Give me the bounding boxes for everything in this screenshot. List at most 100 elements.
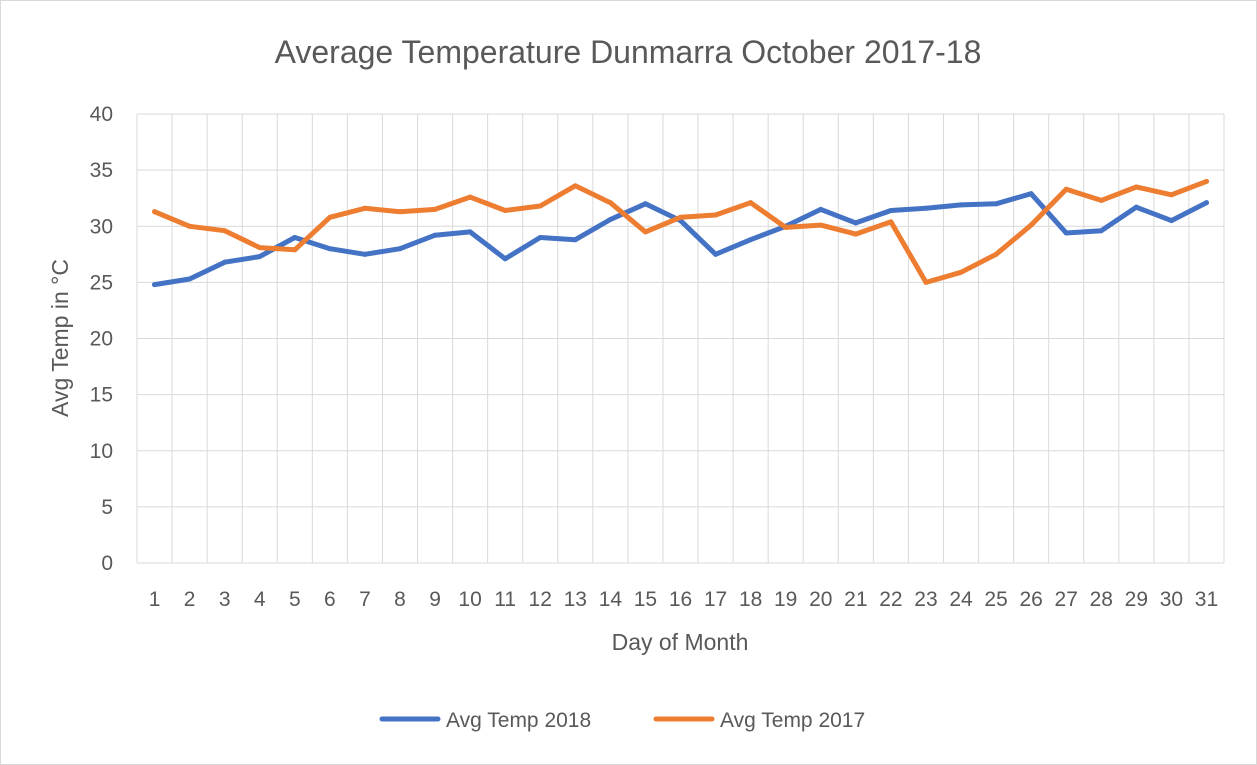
data-point — [958, 269, 964, 275]
data-point — [292, 234, 298, 240]
data-point — [607, 200, 613, 206]
data-point — [1063, 230, 1069, 236]
gridlines — [136, 113, 1225, 564]
data-point — [993, 201, 999, 207]
x-tick-label: 14 — [599, 588, 623, 611]
data-point — [432, 206, 438, 212]
data-point — [397, 246, 403, 252]
data-point — [923, 279, 929, 285]
data-point — [502, 256, 508, 262]
y-tick-label: 5 — [101, 496, 113, 519]
data-point — [502, 208, 508, 214]
data-point — [888, 219, 894, 225]
x-tick-label: 24 — [949, 588, 973, 611]
x-tick-label: 27 — [1055, 588, 1078, 611]
y-tick-label: 15 — [90, 384, 113, 407]
data-point — [327, 246, 333, 252]
x-tick-label: 25 — [984, 588, 1007, 611]
x-axis-ticks: 1 2 3 4 5 6 7 8 9 10 11 12 13 14 15 16 17 18 19 20 21 22 23 24 2… — [149, 588, 1218, 611]
data-point — [993, 251, 999, 257]
data-point — [537, 203, 543, 209]
data-point — [187, 276, 193, 282]
data-point — [1098, 228, 1104, 234]
data-point — [467, 229, 473, 235]
data-point — [257, 254, 263, 260]
data-point — [783, 224, 789, 230]
data-point — [818, 222, 824, 228]
data-point — [187, 223, 193, 229]
data-point — [152, 209, 158, 215]
data-point — [1098, 197, 1104, 203]
x-tick-label: 21 — [844, 588, 867, 611]
data-point — [958, 202, 964, 208]
x-tick-label: 11 — [494, 588, 516, 611]
data-point — [678, 214, 683, 220]
x-tick-label: 22 — [879, 588, 902, 611]
x-tick-label: 7 — [359, 588, 371, 611]
data-point — [1203, 178, 1209, 184]
data-point — [853, 220, 859, 226]
data-point — [222, 228, 228, 234]
legend: Avg Temp 2018 Avg Temp 2017 — [379, 709, 865, 732]
data-point — [1168, 218, 1174, 224]
x-tick-label: 28 — [1090, 588, 1113, 611]
x-tick-label: 20 — [809, 588, 832, 611]
data-point — [748, 237, 754, 243]
x-tick-label: 31 — [1195, 588, 1218, 611]
data-point — [397, 209, 403, 215]
x-tick-label: 8 — [394, 588, 406, 611]
data-point — [1133, 184, 1139, 190]
data-point — [888, 208, 894, 214]
x-tick-label: 2 — [184, 588, 196, 611]
data-point — [572, 237, 578, 243]
x-tick-label: 26 — [1019, 588, 1042, 611]
data-point — [257, 245, 263, 251]
x-tick-label: 18 — [739, 588, 762, 611]
x-tick-label: 15 — [634, 588, 657, 611]
data-point — [1063, 186, 1069, 192]
data-point — [713, 212, 719, 218]
x-tick-label: 4 — [254, 588, 266, 611]
data-point — [1133, 204, 1139, 210]
data-point — [572, 183, 578, 189]
y-tick-label: 20 — [90, 328, 113, 351]
data-point — [327, 214, 333, 220]
data-point — [642, 201, 648, 207]
x-tick-label: 29 — [1125, 588, 1148, 611]
data-point — [1203, 200, 1209, 206]
data-point — [537, 234, 543, 240]
x-tick-label: 19 — [774, 588, 797, 611]
data-point — [222, 259, 228, 265]
x-tick-label: 16 — [669, 588, 692, 611]
y-tick-label: 40 — [90, 103, 113, 126]
data-point — [1028, 191, 1034, 197]
data-point — [607, 217, 613, 223]
y-tick-label: 35 — [90, 159, 113, 182]
x-tick-label: 3 — [219, 588, 231, 611]
x-tick-label: 6 — [324, 588, 336, 611]
x-tick-label: 1 — [149, 588, 161, 611]
x-tick-label: 13 — [564, 588, 587, 611]
data-point — [1028, 222, 1034, 228]
y-tick-label: 10 — [90, 440, 113, 463]
data-point — [467, 194, 473, 200]
data-point — [1168, 192, 1174, 198]
data-point — [362, 251, 368, 257]
data-point — [432, 232, 438, 238]
series-lines — [152, 178, 1209, 288]
data-point — [292, 247, 298, 253]
y-tick-label: 0 — [101, 552, 113, 575]
y-axis-title: Avg Temp in °C — [47, 259, 73, 417]
data-point — [642, 229, 648, 235]
x-tick-label: 17 — [704, 588, 727, 611]
data-point — [818, 206, 824, 212]
data-point — [853, 231, 859, 237]
x-tick-label: 10 — [458, 588, 481, 611]
x-tick-label: 23 — [914, 588, 937, 611]
x-tick-label: 5 — [289, 588, 301, 611]
y-axis-ticks: 0 5 10 15 20 25 30 35 40 — [90, 103, 113, 575]
chart-title: Average Temperature Dunmarra October 201… — [275, 34, 982, 70]
x-tick-label: 9 — [429, 588, 441, 611]
legend-label: Avg Temp 2018 — [446, 709, 591, 732]
